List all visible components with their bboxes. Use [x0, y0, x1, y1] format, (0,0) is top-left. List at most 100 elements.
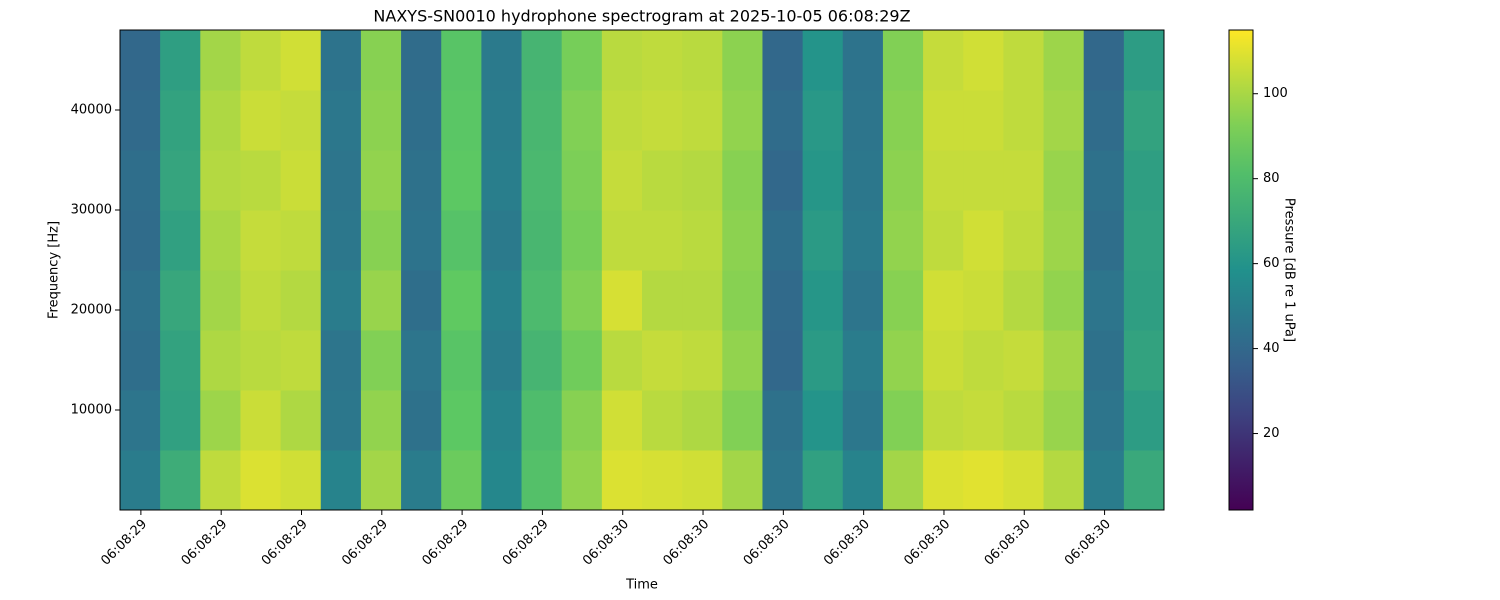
heatmap-cell: [481, 30, 523, 91]
heatmap-cell: [401, 390, 442, 451]
heatmap-cell: [481, 450, 523, 511]
heatmap-cell: [240, 270, 282, 331]
heatmap-cell: [120, 450, 161, 511]
heatmap-cell: [923, 210, 964, 271]
heatmap-cell: [882, 210, 924, 271]
heatmap-cell: [481, 150, 523, 211]
heatmap-cell: [561, 150, 603, 211]
heatmap-cell: [240, 90, 282, 151]
heatmap-cell: [160, 450, 201, 511]
heatmap-cell: [722, 30, 763, 91]
heatmap-cell: [1043, 330, 1085, 391]
heatmap-cell: [722, 210, 763, 271]
heatmap-cell: [762, 270, 804, 331]
chart-title: NAXYS-SN0010 hydrophone spectrogram at 2…: [373, 7, 910, 26]
heatmap-cell: [963, 150, 1004, 211]
heatmap-cell: [642, 270, 683, 331]
heatmap-cell: [601, 150, 643, 211]
heatmap-cell: [401, 30, 442, 91]
heatmap-cell: [842, 90, 884, 151]
x-tick-label: 06:08:29: [339, 517, 391, 569]
heatmap-cell: [160, 330, 201, 391]
heatmap-cell: [642, 90, 683, 151]
heatmap-cell: [160, 210, 201, 271]
heatmap-cell: [642, 330, 683, 391]
heatmap-cell: [601, 210, 643, 271]
heatmap-cell: [682, 450, 723, 511]
heatmap-cell: [601, 30, 643, 91]
colorbar-tick-label: 20: [1263, 426, 1280, 441]
y-tick-label: 30000: [71, 203, 112, 218]
heatmap-cell: [120, 30, 161, 91]
heatmap-cell: [200, 30, 241, 91]
heatmap-cell: [401, 210, 442, 271]
heatmap-cell: [642, 450, 683, 511]
heatmap-cell: [521, 330, 563, 391]
heatmap-cell: [923, 30, 964, 91]
heatmap-cell: [360, 90, 402, 151]
heatmap-cell: [642, 210, 683, 271]
heatmap-cell: [360, 210, 402, 271]
heatmap-cell: [923, 150, 964, 211]
heatmap-cell: [280, 270, 322, 331]
heatmap-cell: [1123, 90, 1165, 151]
heatmap-cell: [1083, 90, 1125, 151]
heatmap-cell: [320, 330, 362, 391]
heatmap-cell: [160, 150, 201, 211]
heatmap-cell: [1083, 330, 1125, 391]
heatmap-cell: [561, 30, 603, 91]
heatmap-cell: [1123, 330, 1165, 391]
heatmap-cell: [601, 450, 643, 511]
heatmap-cell: [200, 270, 241, 331]
heatmap-cell: [200, 150, 241, 211]
heatmap-cell: [360, 270, 402, 331]
heatmap-cell: [923, 330, 964, 391]
heatmap-cell: [1083, 450, 1125, 511]
heatmap-cell: [882, 390, 924, 451]
heatmap-cell: [481, 330, 523, 391]
heatmap-cell: [601, 390, 643, 451]
heatmap-cell: [240, 330, 282, 391]
heatmap-cell: [722, 90, 763, 151]
heatmap-cell: [320, 450, 362, 511]
x-tick-label: 06:08:30: [741, 517, 793, 569]
heatmap-cell: [762, 450, 804, 511]
heatmap-cell: [1123, 150, 1165, 211]
heatmap-cell: [762, 150, 804, 211]
heatmap-cell: [441, 330, 482, 391]
heatmap-cell: [1003, 270, 1045, 331]
heatmap-cell: [923, 390, 964, 451]
heatmap-cell: [1123, 30, 1165, 91]
x-tick-label: 06:08:29: [259, 517, 311, 569]
heatmap-cell: [360, 330, 402, 391]
heatmap-cell: [963, 210, 1004, 271]
heatmap-cell: [1043, 150, 1085, 211]
heatmap-cell: [963, 90, 1004, 151]
heatmap-cell: [882, 30, 924, 91]
heatmap-cell: [441, 270, 482, 331]
heatmap-cell: [120, 390, 161, 451]
heatmap-cell: [1123, 270, 1165, 331]
heatmap-cell: [802, 450, 844, 511]
heatmap-cell: [762, 390, 804, 451]
heatmap-cell: [682, 390, 723, 451]
y-tick-label: 10000: [71, 403, 112, 418]
heatmap-cell: [762, 330, 804, 391]
heatmap-cell: [240, 30, 282, 91]
heatmap-cell: [802, 210, 844, 271]
heatmap-cell: [1123, 210, 1165, 271]
heatmap-cell: [320, 210, 362, 271]
x-axis-label: Time: [625, 578, 658, 593]
heatmap-cell: [802, 390, 844, 451]
heatmap-cell: [963, 330, 1004, 391]
heatmap-cell: [802, 270, 844, 331]
heatmap-cell: [280, 450, 322, 511]
plot-frame: [119, 29, 1165, 511]
heatmap-cell: [1043, 210, 1085, 271]
heatmap-cell: [762, 210, 804, 271]
x-tick-label: 06:08:30: [580, 517, 632, 569]
heatmap-cell: [561, 210, 603, 271]
heatmap-cell: [120, 210, 161, 271]
heatmap-cell: [481, 390, 523, 451]
x-tick-label: 06:08:30: [982, 517, 1034, 569]
